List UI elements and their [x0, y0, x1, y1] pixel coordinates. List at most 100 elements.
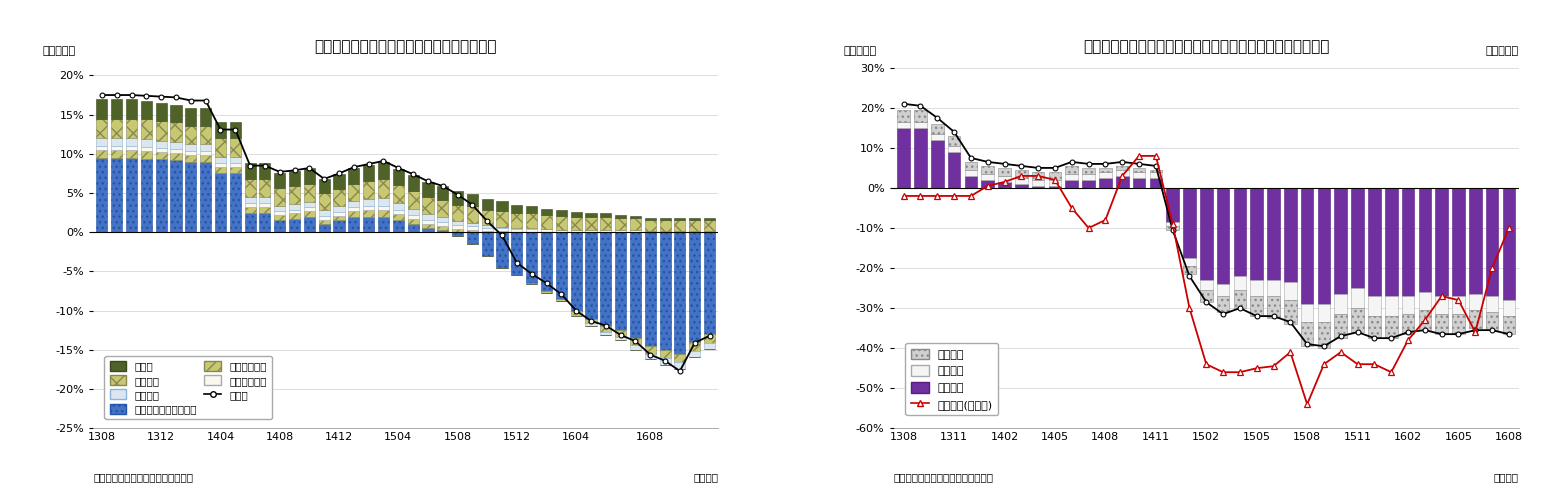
- Bar: [1251, 280, 1263, 296]
- Bar: [392, 221, 405, 232]
- Bar: [1166, 226, 1180, 230]
- Bar: [363, 210, 374, 217]
- Bar: [496, 232, 507, 267]
- Bar: [600, 332, 611, 335]
- Bar: [600, 214, 611, 217]
- Bar: [349, 211, 360, 217]
- Bar: [645, 346, 656, 354]
- Bar: [170, 160, 181, 232]
- Bar: [1015, 184, 1028, 188]
- Bar: [467, 223, 477, 226]
- Bar: [1283, 188, 1297, 282]
- Bar: [423, 182, 434, 197]
- Bar: [392, 169, 405, 185]
- Bar: [245, 213, 256, 232]
- Bar: [363, 217, 374, 232]
- Bar: [453, 225, 463, 229]
- Bar: [170, 153, 181, 160]
- Bar: [423, 220, 434, 224]
- Bar: [1268, 188, 1280, 280]
- Bar: [333, 189, 344, 206]
- Bar: [704, 232, 715, 334]
- Bar: [437, 186, 448, 200]
- Bar: [288, 204, 301, 210]
- Bar: [1418, 292, 1431, 310]
- Bar: [363, 181, 374, 199]
- Bar: [408, 215, 419, 219]
- Bar: [1486, 296, 1499, 312]
- Bar: [914, 122, 927, 128]
- Bar: [96, 158, 107, 232]
- Bar: [1335, 294, 1347, 314]
- Bar: [453, 229, 463, 232]
- Bar: [112, 150, 122, 158]
- Bar: [1099, 168, 1111, 172]
- Bar: [914, 128, 927, 188]
- Bar: [1082, 180, 1094, 188]
- Bar: [378, 217, 389, 232]
- Bar: [126, 158, 136, 232]
- Bar: [453, 232, 463, 236]
- Bar: [704, 231, 715, 232]
- Bar: [1384, 188, 1398, 296]
- Bar: [1234, 290, 1246, 308]
- Bar: [126, 119, 136, 138]
- Bar: [586, 230, 597, 232]
- Bar: [170, 149, 181, 153]
- Bar: [186, 151, 197, 155]
- Bar: [96, 150, 107, 158]
- Bar: [1283, 300, 1297, 324]
- Title: 輸入物価指数変化率の要因分解（円ベース）: 輸入物価指数変化率の要因分解（円ベース）: [315, 39, 498, 54]
- Bar: [512, 205, 522, 214]
- Bar: [932, 124, 944, 134]
- Bar: [1268, 296, 1280, 318]
- Text: （資料）日本銀行「企業物価指数」: （資料）日本銀行「企業物価指数」: [93, 473, 194, 483]
- Bar: [437, 230, 448, 232]
- Bar: [363, 206, 374, 210]
- Bar: [674, 218, 685, 220]
- Bar: [288, 186, 301, 204]
- Bar: [1469, 310, 1482, 328]
- Bar: [1369, 188, 1381, 296]
- Bar: [200, 162, 211, 232]
- Bar: [1183, 188, 1195, 258]
- Bar: [245, 179, 256, 197]
- Bar: [378, 198, 389, 206]
- Bar: [914, 110, 927, 122]
- Bar: [660, 231, 671, 232]
- Bar: [141, 147, 152, 151]
- Bar: [200, 125, 211, 144]
- Bar: [1234, 188, 1246, 276]
- Bar: [932, 140, 944, 188]
- Bar: [170, 105, 181, 123]
- Bar: [629, 216, 642, 218]
- Bar: [1065, 166, 1079, 174]
- Bar: [141, 158, 152, 232]
- Bar: [437, 200, 448, 217]
- Bar: [1369, 316, 1381, 338]
- Bar: [615, 230, 626, 232]
- Bar: [615, 330, 626, 337]
- Bar: [586, 232, 597, 319]
- Bar: [1435, 296, 1448, 314]
- Bar: [1116, 166, 1128, 170]
- Bar: [378, 162, 389, 179]
- Bar: [482, 231, 493, 232]
- Bar: [1435, 314, 1448, 334]
- Bar: [245, 207, 256, 213]
- Bar: [304, 168, 315, 184]
- Bar: [304, 184, 315, 202]
- Bar: [96, 99, 107, 119]
- Bar: [333, 212, 344, 216]
- Bar: [259, 163, 271, 179]
- Bar: [112, 158, 122, 232]
- Bar: [704, 343, 715, 349]
- Bar: [570, 230, 581, 232]
- Bar: [1049, 172, 1062, 180]
- Bar: [467, 206, 477, 223]
- Bar: [1318, 188, 1330, 304]
- Bar: [1401, 314, 1414, 334]
- Bar: [126, 150, 136, 158]
- Bar: [981, 174, 994, 180]
- Bar: [229, 138, 240, 157]
